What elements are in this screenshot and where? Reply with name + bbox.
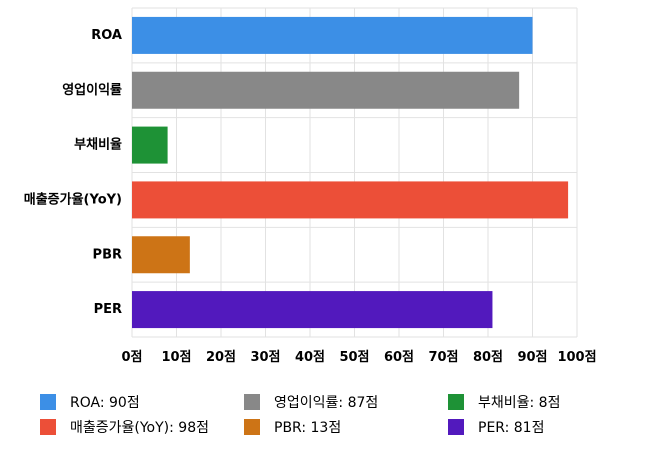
bar[interactable]: [132, 126, 168, 164]
legend-swatch: [40, 394, 56, 410]
x-tick-label: 30점: [250, 350, 280, 365]
bar[interactable]: [132, 181, 569, 219]
bars: [132, 16, 569, 329]
x-axis-tick-labels: 0점 10점 20점 30점 40점 50점 60점 70점 80점 90점 100점: [121, 350, 596, 365]
legend-label: 부채비율: 8점: [478, 395, 561, 411]
legend-item[interactable]: 부채비율: 8점: [448, 392, 560, 412]
x-tick-label: 10점: [161, 350, 191, 365]
legend-swatch: [448, 419, 464, 435]
x-tick-label: 50점: [339, 350, 369, 365]
legend-label: PBR: 13점: [274, 420, 342, 436]
category-label: 영업이익률: [62, 82, 122, 98]
legend-item[interactable]: PER: 81점: [448, 417, 544, 437]
category-label: 매출증가율(YoY): [24, 191, 122, 207]
x-tick-label: 90점: [517, 350, 547, 365]
bar[interactable]: [132, 291, 493, 329]
legend-label: ROA: 90점: [70, 395, 140, 411]
legend-item[interactable]: ROA: 90점: [40, 392, 140, 412]
x-tick-label: 80점: [473, 350, 503, 365]
x-tick-label: 40점: [295, 350, 325, 365]
legend: ROA: 90점 영업이익률: 87점 부채비율: 8점 매출증가율(YoY):…: [40, 388, 620, 438]
bar[interactable]: [132, 71, 520, 109]
bar[interactable]: [132, 236, 190, 274]
legend-swatch: [244, 419, 260, 435]
legend-item[interactable]: 영업이익률: 87점: [244, 392, 378, 412]
legend-swatch: [448, 394, 464, 410]
legend-label: PER: 81점: [478, 420, 545, 436]
legend-label: 매출증가율(YoY): 98점: [70, 420, 209, 436]
category-label: PBR: [93, 247, 122, 262]
x-tick-label: 0점: [121, 350, 142, 365]
legend-swatch: [244, 394, 260, 410]
legend-item[interactable]: 매출증가율(YoY): 98점: [40, 417, 209, 437]
x-tick-label: 60점: [384, 350, 414, 365]
x-tick-label: 70점: [428, 350, 458, 365]
legend-item[interactable]: PBR: 13점: [244, 417, 341, 437]
bar[interactable]: [132, 16, 533, 54]
category-label: PER: [94, 302, 122, 317]
x-tick-label: 20점: [206, 350, 236, 365]
grid-lines: [131, 7, 578, 338]
legend-swatch: [40, 419, 56, 435]
legend-label: 영업이익률: 87점: [274, 395, 379, 411]
x-tick-label: 100점: [557, 350, 596, 365]
category-label: ROA: [91, 28, 122, 43]
category-label: 부채비율: [74, 137, 122, 153]
